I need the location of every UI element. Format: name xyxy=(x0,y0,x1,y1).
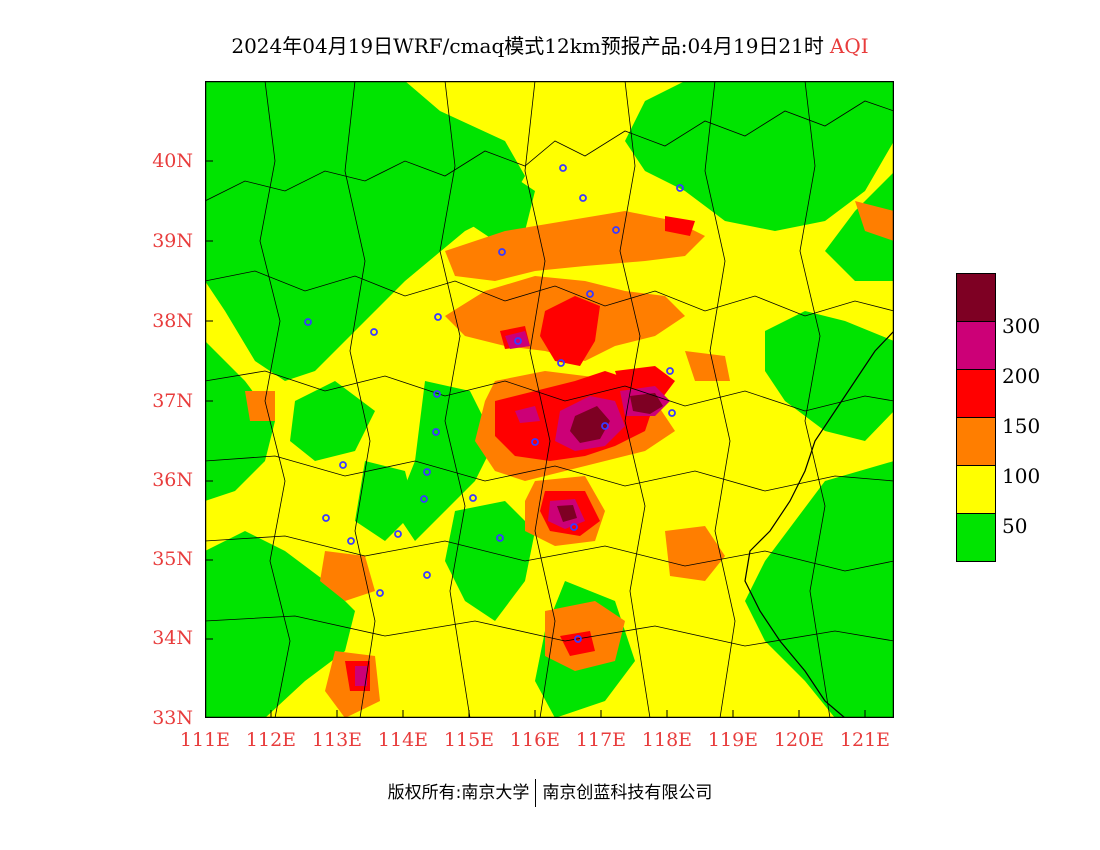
city-marker xyxy=(322,514,330,522)
aqi-map xyxy=(205,81,894,718)
city-marker xyxy=(559,164,567,172)
city-marker xyxy=(469,494,477,502)
city-marker xyxy=(432,428,440,436)
company-text: 南京创蓝科技有限公司 xyxy=(542,783,713,803)
city-marker xyxy=(586,290,594,298)
city-marker xyxy=(531,438,539,446)
aqi-colorbar xyxy=(956,273,996,562)
y-tick-label: 39N xyxy=(152,230,193,252)
colorbar-label: 50 xyxy=(1002,514,1028,538)
colorbar-label: 150 xyxy=(1002,414,1041,438)
city-marker xyxy=(612,226,620,234)
city-marker xyxy=(496,534,504,542)
y-tick-label: 38N xyxy=(152,310,193,332)
map-title: 2024年04月19日WRF/cmaq模式12km预报产品:04月19日21时 A… xyxy=(0,30,1100,59)
y-tick-label: 34N xyxy=(152,627,193,649)
colorbar-segment-hazardous xyxy=(956,273,996,322)
x-tick-label: 121E xyxy=(839,729,891,751)
map-title-variable: AQI xyxy=(829,34,869,58)
map-title-main: 2024年04月19日WRF/cmaq模式12km预报产品:04月19日21时 xyxy=(231,34,824,58)
aqi-map-canvas xyxy=(205,81,894,718)
city-marker xyxy=(394,530,402,538)
city-markers xyxy=(304,164,684,643)
coastline xyxy=(744,330,894,718)
footer-separator xyxy=(535,779,537,807)
city-marker xyxy=(498,248,506,256)
map-border xyxy=(205,81,894,718)
city-marker xyxy=(666,367,674,375)
copyright-footer: 版权所有:南京大学 南京创蓝科技有限公司 xyxy=(0,778,1100,807)
x-tick-label: 115E xyxy=(443,729,495,751)
colorbar-label: 300 xyxy=(1002,314,1041,338)
y-tick-label: 36N xyxy=(152,469,193,491)
y-tick-label: 37N xyxy=(152,390,193,412)
x-tick-label: 112E xyxy=(245,729,297,751)
copyright-text: 版权所有:南京大学 xyxy=(387,783,530,803)
city-marker xyxy=(579,194,587,202)
city-marker xyxy=(423,468,431,476)
city-marker xyxy=(668,409,676,417)
x-tick-label: 119E xyxy=(707,729,759,751)
x-tick-label: 114E xyxy=(377,729,429,751)
city-marker xyxy=(514,337,522,345)
colorbar-segment-good xyxy=(956,513,996,562)
aqi-level-hazardous-areas xyxy=(557,393,663,522)
administrative-boundaries xyxy=(205,81,894,718)
x-tick-label: 118E xyxy=(641,729,693,751)
city-marker xyxy=(676,184,684,192)
x-tick-label: 113E xyxy=(311,729,363,751)
city-marker xyxy=(601,422,609,430)
colorbar-segment-sensitive xyxy=(956,417,996,466)
colorbar-label: 100 xyxy=(1002,464,1041,488)
axis-ticks xyxy=(205,160,866,718)
y-tick-label: 33N xyxy=(152,707,193,729)
city-marker xyxy=(570,523,578,531)
y-tick-label: 35N xyxy=(152,548,193,570)
city-marker xyxy=(420,495,428,503)
colorbar-segment-unhealthy xyxy=(956,369,996,418)
city-marker xyxy=(370,328,378,336)
colorbar-label: 200 xyxy=(1002,364,1041,388)
colorbar-segment-moderate xyxy=(956,465,996,514)
city-marker xyxy=(376,589,384,597)
city-marker xyxy=(423,571,431,579)
city-marker xyxy=(557,359,565,367)
city-marker xyxy=(304,318,312,326)
city-marker xyxy=(433,390,441,398)
y-tick-label: 40N xyxy=(152,150,193,172)
x-tick-label: 117E xyxy=(575,729,627,751)
city-marker xyxy=(347,537,355,545)
city-marker xyxy=(574,635,582,643)
city-marker xyxy=(339,461,347,469)
colorbar-segment-very-unhealthy xyxy=(956,321,996,370)
x-tick-label: 111E xyxy=(179,729,231,751)
x-tick-label: 116E xyxy=(509,729,561,751)
x-tick-label: 120E xyxy=(773,729,825,751)
city-marker xyxy=(434,313,442,321)
